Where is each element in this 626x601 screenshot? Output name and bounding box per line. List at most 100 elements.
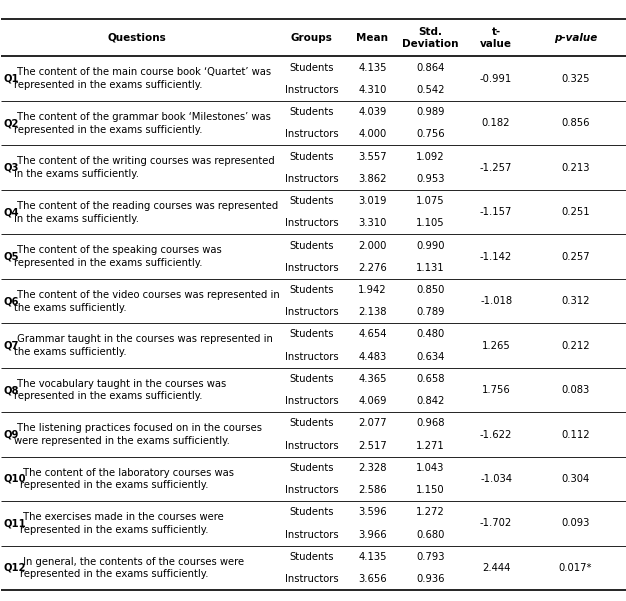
Text: 0.864: 0.864 xyxy=(416,63,444,73)
Text: 0.304: 0.304 xyxy=(561,474,590,484)
Text: 0.789: 0.789 xyxy=(416,307,444,317)
Text: 4.039: 4.039 xyxy=(358,107,387,117)
Text: The content of the video courses was represented in
the exams sufficiently.: The content of the video courses was rep… xyxy=(14,290,280,313)
Text: Students: Students xyxy=(289,196,334,206)
Text: Instructors: Instructors xyxy=(285,485,338,495)
Text: 0.083: 0.083 xyxy=(561,385,590,395)
Text: Instructors: Instructors xyxy=(285,396,338,406)
Text: 1.265: 1.265 xyxy=(482,341,510,350)
Text: Instructors: Instructors xyxy=(285,129,338,139)
Text: Students: Students xyxy=(289,151,334,162)
Text: 2.138: 2.138 xyxy=(358,307,387,317)
Text: Q5: Q5 xyxy=(3,252,19,261)
Text: Instructors: Instructors xyxy=(285,263,338,273)
Text: Q8: Q8 xyxy=(3,385,19,395)
Text: 0.968: 0.968 xyxy=(416,418,444,429)
Text: The content of the speaking courses was
represented in the exams sufficiently.: The content of the speaking courses was … xyxy=(14,245,222,268)
Text: 1.043: 1.043 xyxy=(416,463,444,473)
Text: 4.654: 4.654 xyxy=(358,329,387,340)
Text: 0.756: 0.756 xyxy=(416,129,444,139)
Text: 2.517: 2.517 xyxy=(358,441,387,451)
Text: 4.069: 4.069 xyxy=(358,396,387,406)
Text: 0.312: 0.312 xyxy=(561,296,590,306)
Text: The content of the writing courses was represented
in the exams sufficiently.: The content of the writing courses was r… xyxy=(14,156,275,179)
Text: -1.257: -1.257 xyxy=(480,163,512,172)
Text: 0.936: 0.936 xyxy=(416,574,444,584)
Text: 1.756: 1.756 xyxy=(482,385,510,395)
Text: 0.634: 0.634 xyxy=(416,352,444,362)
Text: 3.966: 3.966 xyxy=(358,529,387,540)
Text: 0.213: 0.213 xyxy=(561,163,590,172)
Text: 3.019: 3.019 xyxy=(358,196,387,206)
Text: -1.157: -1.157 xyxy=(480,207,512,217)
Text: The content of the grammar book ‘Milestones’ was
represented in the exams suffic: The content of the grammar book ‘Milesto… xyxy=(14,112,271,135)
Text: -0.991: -0.991 xyxy=(480,74,512,84)
Text: p-value: p-value xyxy=(553,33,597,43)
Text: Instructors: Instructors xyxy=(285,174,338,184)
Text: 0.182: 0.182 xyxy=(482,118,510,128)
Text: 2.586: 2.586 xyxy=(358,485,387,495)
Text: 0.842: 0.842 xyxy=(416,396,444,406)
Text: The content of the laboratory courses was
represented in the exams sufficiently.: The content of the laboratory courses wa… xyxy=(19,468,233,490)
Text: Instructors: Instructors xyxy=(285,218,338,228)
Text: 0.257: 0.257 xyxy=(561,252,590,261)
Text: 0.212: 0.212 xyxy=(561,341,590,350)
Text: 3.656: 3.656 xyxy=(358,574,387,584)
Text: The exercises made in the courses were
represented in the exams sufficiently.: The exercises made in the courses were r… xyxy=(19,512,223,535)
Text: Instructors: Instructors xyxy=(285,441,338,451)
Text: Students: Students xyxy=(289,107,334,117)
Text: 0.680: 0.680 xyxy=(416,529,444,540)
Text: 0.658: 0.658 xyxy=(416,374,444,384)
Text: -1.702: -1.702 xyxy=(480,519,512,528)
Text: Instructors: Instructors xyxy=(285,85,338,95)
Text: Q2: Q2 xyxy=(3,118,19,128)
Text: Instructors: Instructors xyxy=(285,529,338,540)
Text: 0.989: 0.989 xyxy=(416,107,444,117)
Text: Students: Students xyxy=(289,240,334,251)
Text: -1.622: -1.622 xyxy=(480,430,512,439)
Text: Q6: Q6 xyxy=(3,296,19,306)
Text: 0.856: 0.856 xyxy=(561,118,590,128)
Text: 3.557: 3.557 xyxy=(358,151,387,162)
Text: Students: Students xyxy=(289,63,334,73)
Text: Mean: Mean xyxy=(356,33,389,43)
Text: -1.018: -1.018 xyxy=(480,296,512,306)
Text: 2.328: 2.328 xyxy=(358,463,387,473)
Text: 4.135: 4.135 xyxy=(358,552,387,562)
Text: 1.131: 1.131 xyxy=(416,263,444,273)
Text: Students: Students xyxy=(289,374,334,384)
Text: Students: Students xyxy=(289,507,334,517)
Text: The content of the reading courses was represented
in the exams sufficiently.: The content of the reading courses was r… xyxy=(14,201,279,224)
Text: t-
value: t- value xyxy=(480,27,512,49)
Text: 0.017*: 0.017* xyxy=(558,563,592,573)
Text: 1.942: 1.942 xyxy=(358,285,387,295)
Text: 2.444: 2.444 xyxy=(482,563,510,573)
Text: Students: Students xyxy=(289,463,334,473)
Text: Q1: Q1 xyxy=(3,74,19,84)
Text: 0.480: 0.480 xyxy=(416,329,444,340)
Text: 0.793: 0.793 xyxy=(416,552,444,562)
Text: 4.135: 4.135 xyxy=(358,63,387,73)
Text: 4.483: 4.483 xyxy=(358,352,387,362)
Text: 1.075: 1.075 xyxy=(416,196,444,206)
Text: 0.112: 0.112 xyxy=(561,430,590,439)
Text: Groups: Groups xyxy=(290,33,332,43)
Text: In general, the contents of the courses were
represented in the exams sufficient: In general, the contents of the courses … xyxy=(19,557,244,579)
Text: Q9: Q9 xyxy=(3,430,19,439)
Text: Q7: Q7 xyxy=(3,341,19,350)
Text: 0.542: 0.542 xyxy=(416,85,444,95)
Text: Q3: Q3 xyxy=(3,163,19,172)
Text: Q10: Q10 xyxy=(3,474,26,484)
Text: 1.272: 1.272 xyxy=(416,507,444,517)
Text: 0.990: 0.990 xyxy=(416,240,444,251)
Text: Students: Students xyxy=(289,552,334,562)
Text: Instructors: Instructors xyxy=(285,574,338,584)
Text: 0.093: 0.093 xyxy=(561,519,590,528)
Text: 4.000: 4.000 xyxy=(358,129,387,139)
Text: 2.276: 2.276 xyxy=(358,263,387,273)
Text: The listening practices focused on in the courses
were represented in the exams : The listening practices focused on in th… xyxy=(14,423,262,446)
Text: 1.271: 1.271 xyxy=(416,441,444,451)
Text: 3.862: 3.862 xyxy=(358,174,387,184)
Text: 0.251: 0.251 xyxy=(561,207,590,217)
Text: Grammar taught in the courses was represented in
the exams sufficiently.: Grammar taught in the courses was repres… xyxy=(14,334,273,357)
